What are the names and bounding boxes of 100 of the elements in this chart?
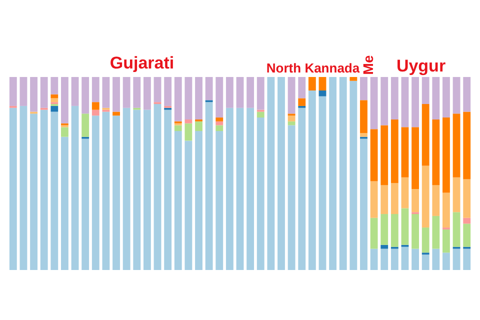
bar	[370, 181, 378, 218]
bar	[50, 112, 58, 270]
bar	[71, 77, 79, 106]
bar	[390, 119, 398, 184]
bar	[61, 77, 68, 124]
bar	[390, 214, 398, 247]
bar	[9, 77, 17, 106]
bar	[380, 244, 388, 249]
bar	[432, 216, 440, 249]
bar	[298, 77, 306, 98]
bar	[82, 114, 90, 137]
bar	[412, 77, 419, 128]
bar	[122, 108, 130, 270]
bar	[442, 77, 450, 118]
bar	[370, 248, 378, 270]
bar	[174, 125, 182, 132]
bar	[463, 218, 471, 224]
bar	[380, 185, 388, 214]
bar	[360, 100, 368, 133]
bar	[370, 218, 378, 249]
bar	[195, 131, 202, 270]
bar	[205, 77, 213, 100]
bar	[174, 77, 182, 122]
bar	[432, 119, 440, 186]
bar	[133, 77, 141, 108]
bar	[288, 116, 296, 122]
bar	[102, 112, 110, 270]
bar	[50, 94, 58, 98]
bar	[61, 127, 68, 137]
bar	[92, 77, 100, 102]
bar	[246, 108, 254, 270]
text: Uygur	[396, 56, 446, 76]
bar	[164, 77, 172, 106]
bar	[50, 77, 58, 94]
bar	[350, 77, 358, 81]
bar	[380, 77, 388, 126]
bar	[236, 77, 244, 108]
bar	[195, 121, 202, 132]
bar	[412, 188, 419, 212]
bar	[288, 77, 296, 114]
bar	[82, 77, 90, 114]
bar	[143, 77, 151, 110]
bar	[442, 229, 450, 253]
bar	[452, 248, 460, 270]
bar	[442, 252, 450, 270]
bar	[380, 125, 388, 186]
bar	[360, 77, 368, 100]
bar	[216, 131, 224, 270]
bar	[216, 118, 224, 122]
text: Me	[360, 55, 376, 75]
bar	[226, 77, 234, 108]
bar	[30, 114, 38, 270]
bar	[350, 80, 358, 270]
bar	[463, 77, 471, 112]
bar	[401, 177, 409, 208]
bar	[360, 138, 368, 270]
bar	[236, 108, 244, 270]
bar	[422, 77, 430, 104]
bar	[92, 116, 100, 270]
bar	[412, 214, 419, 249]
bar	[154, 104, 162, 270]
bar	[20, 77, 28, 106]
bar	[112, 112, 120, 116]
bar	[216, 125, 224, 132]
bar	[184, 119, 192, 124]
bar	[463, 224, 471, 247]
bar	[288, 125, 296, 270]
bar	[50, 106, 58, 112]
bar	[412, 127, 419, 189]
bar	[40, 77, 48, 108]
bar	[278, 77, 285, 270]
bar	[40, 110, 48, 270]
bar	[380, 248, 388, 270]
bar	[401, 208, 409, 245]
bar	[463, 248, 471, 270]
bar	[246, 77, 254, 108]
bar	[318, 77, 326, 91]
bar	[370, 77, 378, 130]
bar	[298, 98, 306, 106]
bar	[102, 77, 110, 108]
bar	[30, 77, 38, 112]
bar	[432, 77, 440, 120]
bar	[401, 127, 409, 178]
bar	[442, 118, 450, 193]
bar	[432, 185, 440, 216]
bar	[308, 90, 316, 270]
bar	[9, 108, 17, 270]
bar	[112, 116, 120, 270]
bar	[452, 114, 460, 178]
bar	[422, 166, 430, 228]
bar	[256, 112, 264, 118]
bar	[174, 131, 182, 270]
bar	[216, 77, 224, 118]
bar	[390, 77, 398, 120]
bar	[82, 138, 90, 270]
bar	[154, 77, 162, 102]
bar	[390, 248, 398, 270]
bar	[339, 77, 347, 270]
bar	[112, 77, 120, 112]
bar	[318, 96, 326, 270]
